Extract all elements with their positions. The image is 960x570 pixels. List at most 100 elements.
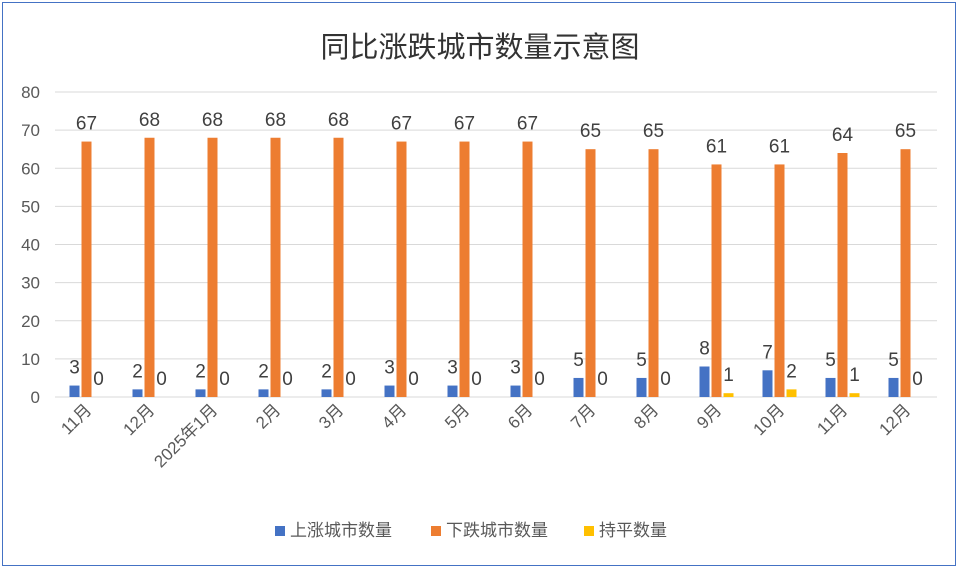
bar bbox=[81, 141, 92, 397]
data-label: 61 bbox=[769, 136, 790, 157]
x-tick-label: 12月 bbox=[875, 400, 914, 439]
bar bbox=[837, 153, 848, 397]
data-label: 64 bbox=[832, 125, 854, 146]
x-tick-label: 6月 bbox=[504, 400, 536, 432]
data-label: 68 bbox=[139, 110, 160, 131]
chart-title: 同比涨跌城市数量示意图 bbox=[320, 30, 639, 64]
data-label: 2 bbox=[786, 361, 797, 382]
data-label: 67 bbox=[76, 114, 97, 135]
data-label: 61 bbox=[706, 136, 727, 157]
y-tick-label: 40 bbox=[21, 236, 40, 255]
bar bbox=[888, 377, 899, 397]
bar bbox=[723, 393, 734, 397]
data-label: 3 bbox=[510, 358, 521, 379]
x-tick-label: 3月 bbox=[315, 400, 347, 432]
data-label: 3 bbox=[447, 358, 458, 379]
bar bbox=[69, 385, 80, 397]
x-tick-label: 11月 bbox=[813, 400, 851, 438]
bar bbox=[699, 366, 710, 397]
bar bbox=[711, 164, 722, 397]
legend-swatch bbox=[584, 526, 594, 536]
bar bbox=[762, 370, 773, 397]
y-tick-label: 80 bbox=[21, 83, 40, 102]
data-label: 0 bbox=[912, 369, 923, 390]
bar bbox=[333, 137, 344, 397]
x-tick-label: 9月 bbox=[693, 400, 725, 432]
bar bbox=[573, 377, 584, 397]
grid-layer bbox=[55, 91, 937, 398]
data-labels-layer: 3 2 2 2 2 3 3 3 5 5 8 7 5 5 67 68 68 68 68 67 67 67 65 65 61 61 64… bbox=[69, 110, 923, 390]
data-label: 0 bbox=[408, 369, 419, 390]
y-tick-label: 20 bbox=[21, 312, 40, 331]
y-tick-label: 0 bbox=[31, 388, 40, 407]
data-label: 0 bbox=[660, 369, 671, 390]
x-tick-label: 2月 bbox=[252, 400, 284, 432]
x-tick-label: 10月 bbox=[749, 400, 788, 439]
y-tick-label: 50 bbox=[21, 197, 40, 216]
y-tick-label: 10 bbox=[21, 350, 40, 369]
data-label: 65 bbox=[895, 121, 916, 142]
bar bbox=[585, 149, 596, 397]
data-label: 1 bbox=[723, 365, 734, 386]
data-label: 65 bbox=[643, 121, 664, 142]
y-tick-label: 70 bbox=[21, 121, 40, 140]
bar bbox=[825, 377, 836, 397]
bar bbox=[636, 377, 647, 397]
x-tick-label: 2025年1月 bbox=[150, 400, 221, 471]
bar bbox=[258, 389, 269, 397]
bar bbox=[396, 141, 407, 397]
legend-swatch bbox=[275, 526, 285, 536]
bar bbox=[447, 385, 458, 397]
data-label: 5 bbox=[573, 350, 584, 371]
bar bbox=[384, 385, 395, 397]
data-label: 67 bbox=[454, 114, 475, 135]
data-label: 8 bbox=[699, 339, 710, 360]
data-label: 1 bbox=[849, 365, 860, 386]
y-tick-label: 30 bbox=[21, 274, 40, 293]
data-label: 67 bbox=[391, 114, 412, 135]
data-label: 0 bbox=[534, 369, 545, 390]
data-label: 5 bbox=[636, 350, 647, 371]
bar bbox=[132, 389, 143, 397]
data-label: 68 bbox=[265, 110, 286, 131]
data-label: 3 bbox=[69, 358, 80, 379]
legend: 上涨城市数量 下跌城市数量 持平数量 bbox=[275, 521, 667, 541]
x-tick-label: 8月 bbox=[630, 400, 662, 432]
legend-swatch bbox=[431, 526, 441, 536]
data-label: 0 bbox=[156, 369, 167, 390]
data-label: 3 bbox=[384, 358, 395, 379]
bar bbox=[459, 141, 470, 397]
data-label: 2 bbox=[321, 361, 332, 382]
bar bbox=[207, 137, 218, 397]
bar bbox=[786, 389, 797, 397]
y-axis: 0 10 20 30 40 50 60 70 80 bbox=[21, 83, 40, 407]
bar bbox=[648, 149, 659, 397]
data-label: 0 bbox=[219, 369, 230, 390]
data-label: 65 bbox=[580, 121, 601, 142]
bar bbox=[900, 149, 911, 397]
legend-label: 上涨城市数量 bbox=[290, 521, 392, 541]
data-label: 68 bbox=[202, 110, 223, 131]
x-tick-label: 4月 bbox=[378, 400, 410, 432]
data-label: 7 bbox=[762, 342, 773, 363]
data-label: 0 bbox=[93, 369, 104, 390]
data-label: 2 bbox=[132, 361, 143, 382]
bar bbox=[510, 385, 521, 397]
bars-layer bbox=[69, 137, 911, 397]
bar bbox=[195, 389, 206, 397]
data-label: 0 bbox=[471, 369, 482, 390]
bar bbox=[849, 393, 860, 397]
bar bbox=[522, 141, 533, 397]
bar bbox=[144, 137, 155, 397]
x-tick-label: 5月 bbox=[441, 400, 473, 432]
data-label: 2 bbox=[195, 361, 206, 382]
data-label: 67 bbox=[517, 114, 538, 135]
data-label: 68 bbox=[328, 110, 349, 131]
data-label: 5 bbox=[888, 350, 899, 371]
bar bbox=[774, 164, 785, 397]
legend-label: 持平数量 bbox=[599, 521, 667, 541]
data-label: 2 bbox=[258, 361, 269, 382]
